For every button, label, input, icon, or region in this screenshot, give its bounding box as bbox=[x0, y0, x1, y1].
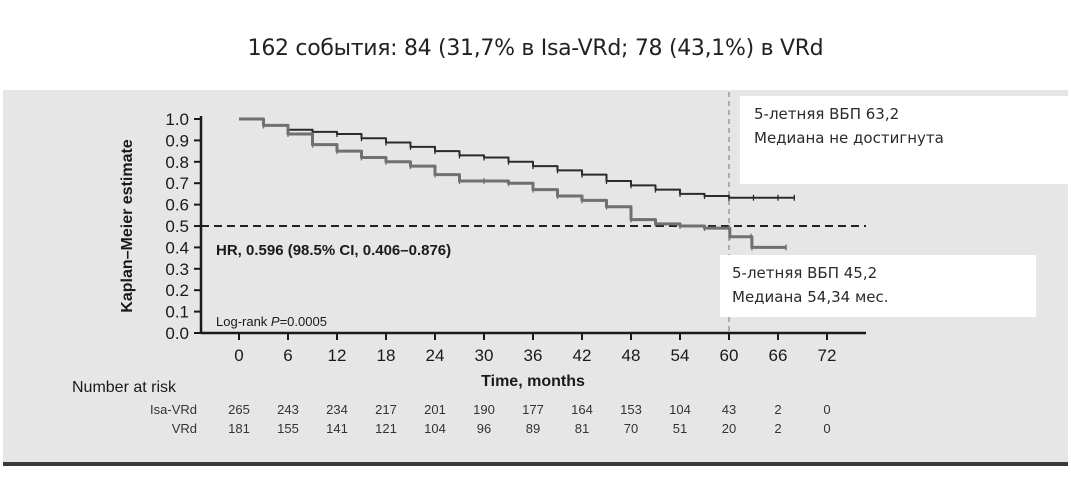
risk-cell: 164 bbox=[571, 402, 593, 417]
log-rank-value: =0.0005 bbox=[280, 314, 327, 329]
x-tick-label: 6 bbox=[283, 346, 292, 365]
y-tick-label: 0.0 bbox=[165, 324, 189, 343]
x-tick-label: 60 bbox=[720, 346, 739, 365]
risk-cell: 0 bbox=[823, 402, 831, 417]
y-tick-label: 0.5 bbox=[165, 217, 189, 236]
y-tick-label: 0.1 bbox=[165, 303, 189, 322]
risk-cell: 243 bbox=[277, 402, 299, 417]
y-axis-label: Kaplan–Meier estimate bbox=[119, 139, 136, 313]
y-tick-label: 0.8 bbox=[165, 153, 189, 172]
y-tick-label: 0.4 bbox=[165, 238, 189, 257]
risk-cell: 51 bbox=[672, 421, 688, 436]
risk-cell: 20 bbox=[721, 421, 737, 436]
panel-bottom-border bbox=[3, 462, 1068, 466]
log-rank-prefix: Log-rank bbox=[216, 314, 271, 329]
vrd-callout: 5-летняя ВБП 45,2 Медиана 54,34 мес. bbox=[720, 255, 1036, 317]
risk-row-label: VRd bbox=[171, 421, 197, 436]
y-tick-label: 0.2 bbox=[165, 281, 189, 300]
risk-cell: 96 bbox=[476, 421, 492, 436]
y-tick-label: 0.3 bbox=[165, 260, 189, 279]
isa-vrd-callout: 5-летняя ВБП 63,2 Медиана не достигнута bbox=[740, 96, 1070, 184]
x-tick-label: 24 bbox=[426, 346, 445, 365]
isa-vrd-callout-pfs: 5-летняя ВБП 63,2 bbox=[754, 105, 900, 123]
risk-cell: 181 bbox=[228, 421, 250, 436]
risk-cell: 155 bbox=[277, 421, 299, 436]
vrd-callout-pfs: 5-летняя ВБП 45,2 bbox=[732, 264, 878, 282]
risk-cell: 89 bbox=[525, 421, 541, 436]
x-axis-label: Time, months bbox=[481, 373, 585, 390]
risk-cell: 141 bbox=[326, 421, 348, 436]
y-tick-label: 0.6 bbox=[165, 196, 189, 215]
x-tick-label: 36 bbox=[524, 346, 543, 365]
risk-cell: 104 bbox=[669, 402, 691, 417]
y-tick-label: 1.0 bbox=[165, 110, 189, 129]
x-tick-label: 18 bbox=[377, 346, 396, 365]
x-tick-label: 72 bbox=[818, 346, 837, 365]
risk-cell: 201 bbox=[424, 402, 446, 417]
log-rank-p: P bbox=[271, 314, 280, 329]
risk-cell: 43 bbox=[721, 402, 737, 417]
isa-vrd-callout-median: Медиана не достигнута bbox=[754, 129, 944, 147]
risk-cell: 2 bbox=[774, 402, 782, 417]
x-tick-label: 0 bbox=[234, 346, 243, 365]
risk-cell: 190 bbox=[473, 402, 495, 417]
x-tick-label: 48 bbox=[622, 346, 641, 365]
x-tick-label: 66 bbox=[769, 346, 788, 365]
headline-title: 162 события: 84 (31,7% в Isa-VRd; 78 (43… bbox=[247, 36, 824, 61]
risk-cell: 0 bbox=[823, 421, 831, 436]
hazard-ratio-annotation: HR, 0.596 (98.5% CI, 0.406–0.876) bbox=[216, 242, 451, 259]
risk-cell: 177 bbox=[522, 402, 544, 417]
risk-cell: 81 bbox=[574, 421, 590, 436]
risk-cell: 234 bbox=[326, 402, 348, 417]
risk-cell: 153 bbox=[620, 402, 642, 417]
risk-row-label: Isa-VRd bbox=[150, 402, 197, 417]
y-tick-label: 0.7 bbox=[165, 174, 189, 193]
risk-cell: 70 bbox=[623, 421, 639, 436]
vrd-callout-median: Медиана 54,34 мес. bbox=[732, 288, 889, 306]
x-tick-label: 54 bbox=[671, 346, 690, 365]
x-tick-label: 30 bbox=[475, 346, 494, 365]
isa-vrd-survival-curve bbox=[239, 118, 795, 199]
risk-cell: 265 bbox=[228, 402, 250, 417]
number-at-risk-label: Number at risk bbox=[72, 379, 177, 396]
x-tick-label: 42 bbox=[573, 346, 592, 365]
log-rank-annotation: Log-rank P=0.0005 bbox=[216, 314, 327, 329]
y-tick-label: 0.9 bbox=[165, 131, 189, 150]
x-tick-label: 12 bbox=[328, 346, 347, 365]
risk-cell: 104 bbox=[424, 421, 446, 436]
risk-cell: 121 bbox=[375, 421, 397, 436]
risk-cell: 217 bbox=[375, 402, 397, 417]
risk-cell: 2 bbox=[774, 421, 782, 436]
